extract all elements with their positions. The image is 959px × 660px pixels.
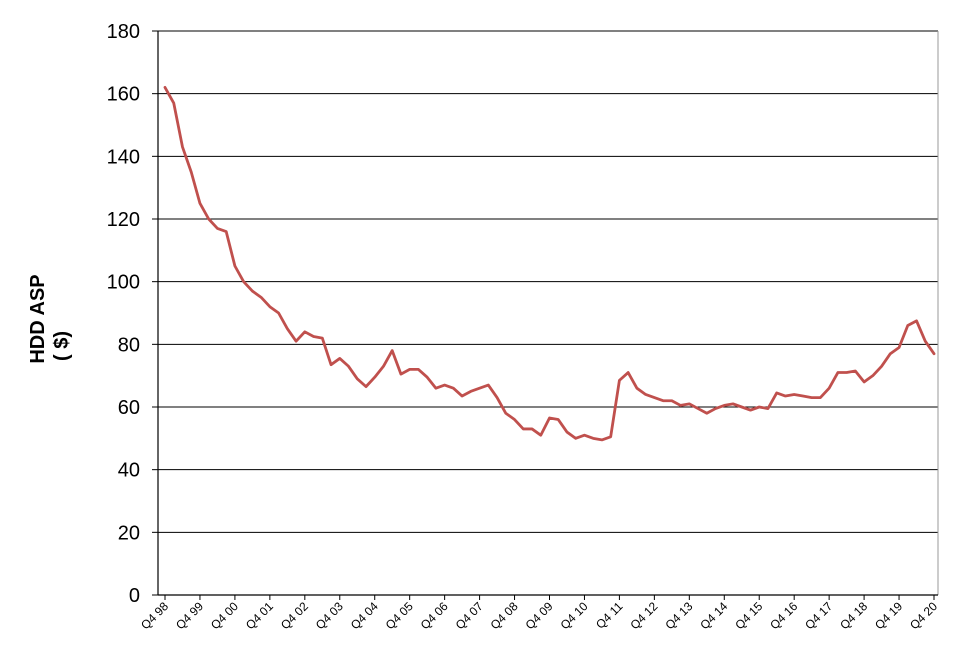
x-tick-label: Q4 00	[208, 599, 241, 632]
x-tick-label: Q4 12	[627, 599, 660, 632]
x-tick-label: Q4 01	[243, 599, 276, 632]
x-tick-label: Q4 15	[732, 599, 765, 632]
x-tick-label: Q4 06	[418, 599, 451, 632]
x-tick-label: Q4 19	[872, 599, 905, 632]
x-tick-label: Q4 20	[907, 599, 940, 632]
x-tick-label: Q4 98	[138, 599, 171, 632]
x-tick-label: Q4 05	[383, 599, 416, 632]
x-tick-label: Q4 10	[558, 599, 591, 632]
x-tick-label: Q4 08	[488, 599, 521, 632]
series-group	[163, 86, 936, 442]
x-tick-label: Q4 18	[837, 599, 870, 632]
x-tick-label: Q4 11	[593, 599, 626, 632]
y-axis-ticks: 0 20 40 60 80 100 120 140 160 180	[107, 21, 158, 607]
axes	[157, 31, 939, 596]
y-tick-label: 100	[107, 272, 140, 294]
y-tick-label: 180	[107, 21, 140, 43]
y-axis-label: HDD ASP	[27, 274, 49, 363]
x-tick-label: Q4 04	[348, 599, 381, 632]
series-line-hdd-asp	[163, 86, 936, 442]
gridlines	[158, 30, 938, 533]
x-tick-label: Q4 17	[802, 599, 835, 632]
x-tick-label: Q4 16	[767, 599, 800, 632]
x-tick-label: Q4 02	[278, 599, 311, 632]
x-tick-label: Q4 99	[173, 599, 206, 632]
y-tick-label: 160	[107, 84, 140, 106]
y-tick-label: 80	[118, 334, 140, 356]
x-tick-label: Q4 07	[453, 599, 486, 632]
y-tick-label: 120	[107, 209, 140, 231]
y-tick-label: 140	[107, 146, 140, 168]
x-tick-label: Q4 14	[697, 599, 730, 632]
y-axis-unit-label: ( $)	[51, 331, 73, 361]
x-tick-label: Q4 09	[523, 599, 556, 632]
y-tick-label: 60	[118, 397, 140, 419]
y-tick-label: 0	[129, 585, 140, 607]
x-axis-ticks: Q4 98 Q4 99 Q4 00 Q4 01 Q4 02 Q4 03 Q4 04 Q4 05…	[138, 595, 940, 632]
y-tick-label: 40	[118, 460, 140, 482]
x-tick-label: Q4 13	[662, 599, 695, 632]
x-tick-label: Q4 03	[313, 599, 346, 632]
y-tick-label: 20	[118, 522, 140, 544]
